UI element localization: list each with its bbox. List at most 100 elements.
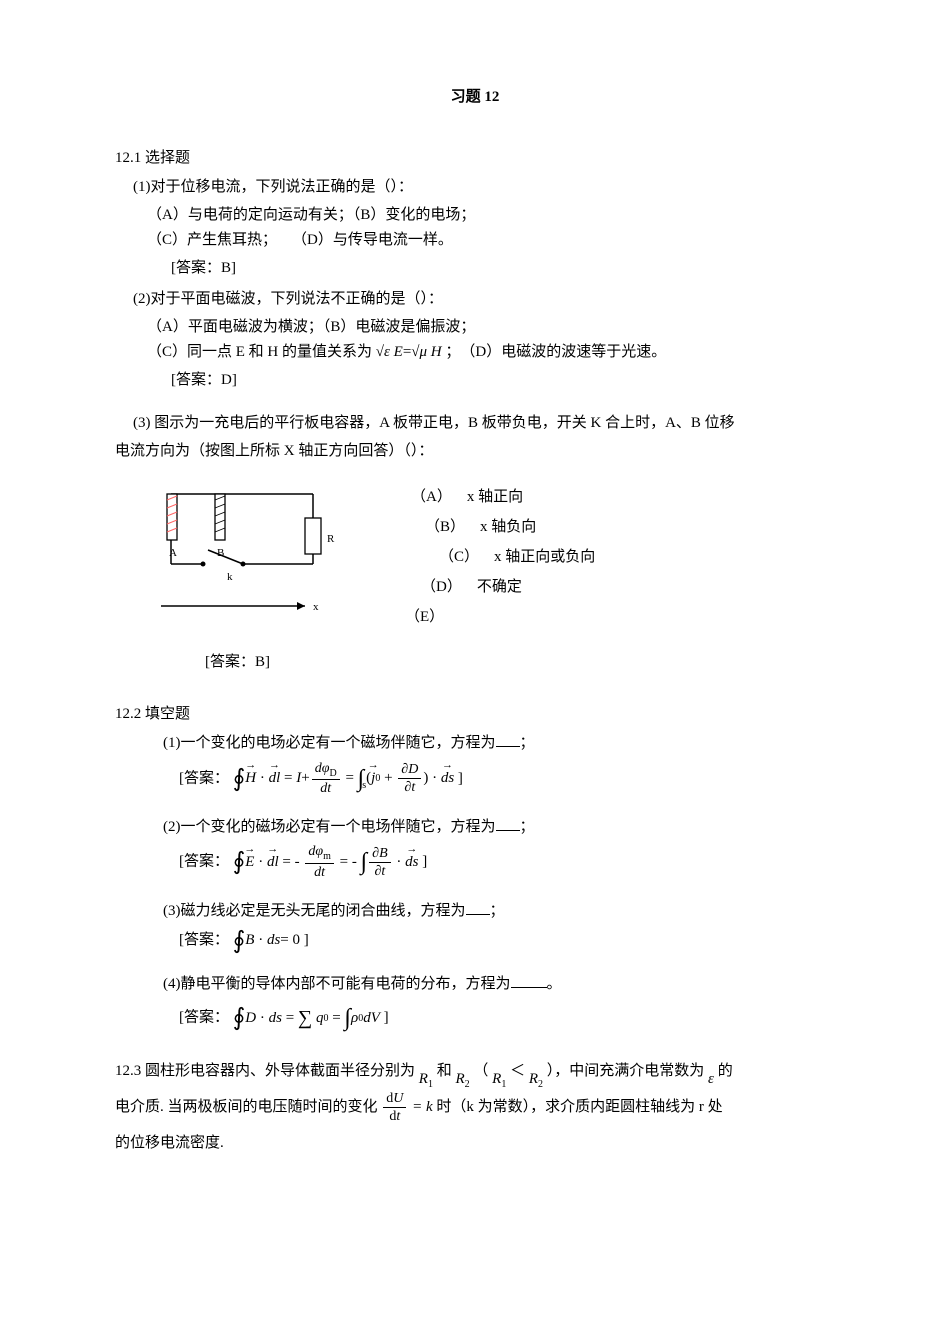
vector-arrow-icon: → [267, 840, 278, 859]
blank [496, 732, 520, 747]
fill-q3-answer: [答案： ∮ B · ds = 0 ] [179, 928, 835, 954]
R2b-sub: 2 [538, 1079, 543, 1090]
q2-eq: √ε E = √μ H [376, 340, 442, 366]
q3-figure-row: A B R k x （A） x 轴正向 （B） x 轴负向 （C） x 轴正向或… [133, 474, 835, 644]
p123-post1: 的 [718, 1063, 733, 1079]
ans-close: ] [384, 1010, 389, 1026]
vector-arrow-icon: → [442, 756, 453, 775]
ans-close: ] [304, 932, 309, 948]
section-12-2-head: 12.2 填空题 [115, 702, 835, 728]
int-icon: ∫ [361, 850, 368, 874]
q1-ab: （A）与电荷的定向运动有关；（B）变化的电场； [147, 203, 835, 229]
q1-stem: (1)对于位移电流，下列说法正确的是（）： [133, 175, 835, 201]
sym-R2b: R [529, 1071, 538, 1087]
q3-line2: 电流方向为（按图上所标 X 轴正方向回答）（）： [115, 439, 835, 465]
paren-r: ），中间充满介电常数为 [547, 1063, 705, 1079]
vector-arrow-icon: → [368, 756, 379, 775]
q3-answer: [答案：B] [205, 650, 835, 676]
paren-l: （ [473, 1063, 488, 1079]
eq-zero: = 0 [280, 928, 300, 954]
ans-label: [答案： [179, 1010, 229, 1026]
sym-ds: ds [267, 928, 280, 954]
p123-line2b: 时（k 为常数），求介质内距圆柱轴线为 r 处 [436, 1099, 722, 1115]
q3-opt-a: （A） x 轴正向 [411, 482, 595, 512]
dB-den: ∂t [371, 863, 388, 879]
dphiD-num: dφ [315, 761, 330, 776]
blank [496, 816, 520, 831]
fill-q4-stem: (4)静电平衡的导体内部不可能有电荷的分布，方程为 。 [163, 972, 835, 998]
ans-label: [答案： [179, 932, 229, 948]
dD-num: ∂D [398, 762, 421, 779]
fill-q3-stem: (3)磁力线必定是无头无尾的闭合曲线，方程为 ； [163, 899, 835, 925]
sum-icon: ∑ [298, 1001, 312, 1035]
q2-c-post: ； （D）电磁波的波速等于光速。 [445, 344, 666, 360]
sym-eps: ε [708, 1071, 714, 1087]
q2-ab: （A）平面电磁波为横波；（B）电磁波是偏振波； [147, 315, 835, 341]
q3-choices: （A） x 轴正向 （B） x 轴负向 （C） x 轴正向或负向 （D） 不确定… [411, 482, 595, 632]
ans-close: ] [458, 770, 463, 786]
fill-q3-post: ； [490, 903, 505, 919]
oint-icon: ∮ [233, 767, 246, 791]
dphim-sub: m [323, 851, 331, 862]
fill-q2-pre: (2)一个变化的磁场必定有一个电场伴随它，方程为 [163, 819, 496, 835]
sym-B: B [245, 928, 254, 954]
sym-R2: R [455, 1071, 464, 1087]
frac-dB-dt: ∂B ∂t [369, 846, 390, 880]
q3-opt-c: （C） x 轴正向或负向 [439, 542, 595, 572]
fill-q1-pre: (1)一个变化的电场必定有一个磁场伴随它，方程为 [163, 735, 496, 751]
fill-q2-post: ； [520, 819, 535, 835]
sym-U: U [393, 1091, 403, 1106]
dphim-num: dφ [308, 844, 323, 859]
q2-answer: [答案：D] [171, 368, 835, 394]
fill-q4-answer: [答案： ∮ D · ds = ∑ q0 = ∫ ρ0 dV ] [179, 1001, 835, 1035]
page-title: 习题 12 [115, 85, 835, 111]
fill-q2-answer: [答案： ∮ →E · →dl = - dφm dt = - ∫ ∂B ∂t ·… [179, 844, 835, 880]
frac-dphim-dt: dφm dt [305, 844, 334, 880]
gauss-magnetic-eq: ∮ B · ds = 0 [233, 928, 300, 954]
eq-k: = k [412, 1099, 433, 1115]
vector-arrow-icon: → [244, 840, 255, 859]
sym-q0: q [316, 1006, 324, 1032]
q3-opt-b: （B） x 轴负向 [425, 512, 595, 542]
sym-R1: R [419, 1071, 428, 1087]
dt: dt [320, 781, 331, 796]
problem-12-3: 12.3 圆柱形电容器内、外导体截面半径分别为 R1 和 R2 （ R1 ＜ R… [115, 1053, 835, 1161]
sym-rho0: ρ [351, 1006, 358, 1032]
int-icon: ∫ [358, 767, 365, 791]
frac-dD-dt: ∂D ∂t [398, 762, 421, 796]
fill-q3-pre: (3)磁力线必定是无头无尾的闭合曲线，方程为 [163, 903, 466, 919]
dD-den: ∂t [401, 779, 418, 795]
q2-eq-right: √μ H [411, 340, 441, 366]
q2-stem: (2)对于平面电磁波，下列说法不正确的是（）： [133, 287, 835, 313]
ans-label: [答案： [179, 854, 229, 870]
plus: + [301, 766, 309, 792]
q2-eq-mid: = [403, 340, 411, 366]
q1-cd: （C）产生焦耳热； （D）与传导电流一样。 [147, 228, 835, 254]
dphiD-sub: D [329, 767, 336, 778]
frac-dphiD-dt: dφD dt [312, 761, 340, 797]
circuit-label-x: x [313, 601, 319, 613]
faraday-eq: ∮ →E · →dl = - dφm dt = - ∫ ∂B ∂t · →ds [233, 844, 419, 880]
q2-eq-left: √ε E [376, 340, 403, 366]
oint-icon: ∮ [233, 1006, 246, 1030]
dB-num: ∂B [369, 846, 390, 863]
ans-label: [答案： [179, 770, 229, 786]
q1-answer: [答案：B] [171, 256, 835, 282]
section-12-1-head: 12.1 选择题 [115, 146, 835, 172]
dt: dt [314, 865, 325, 880]
lt: ＜ [510, 1063, 529, 1079]
R1-sub: 1 [428, 1079, 433, 1090]
circuit-label-b: B [217, 547, 224, 559]
fill-q2-stem: (2)一个变化的磁场必定有一个电场伴随它，方程为 ； [163, 815, 835, 841]
fill-q1-post: ； [520, 735, 535, 751]
circuit-label-a: A [169, 547, 177, 559]
vector-arrow-icon: → [269, 756, 280, 775]
int-icon: ∫ [344, 1006, 351, 1030]
fill-q4-pre: (4)静电平衡的导体内部不可能有电荷的分布，方程为 [163, 976, 511, 992]
frac-dU-dt: dU dt [383, 1091, 406, 1125]
fill-q1-stem: (1)一个变化的电场必定有一个磁场伴随它，方程为 ； [163, 731, 835, 757]
p123-line2a: 电介质. 当两极板间的电压随时间的变化 [115, 1099, 378, 1115]
fill-q4-post: 。 [547, 976, 562, 992]
q3-opt-e: （E） [405, 602, 595, 632]
q2-cd: （C）同一点 E 和 H 的量值关系为 √ε E = √μ H ； （D）电磁波… [147, 340, 835, 366]
